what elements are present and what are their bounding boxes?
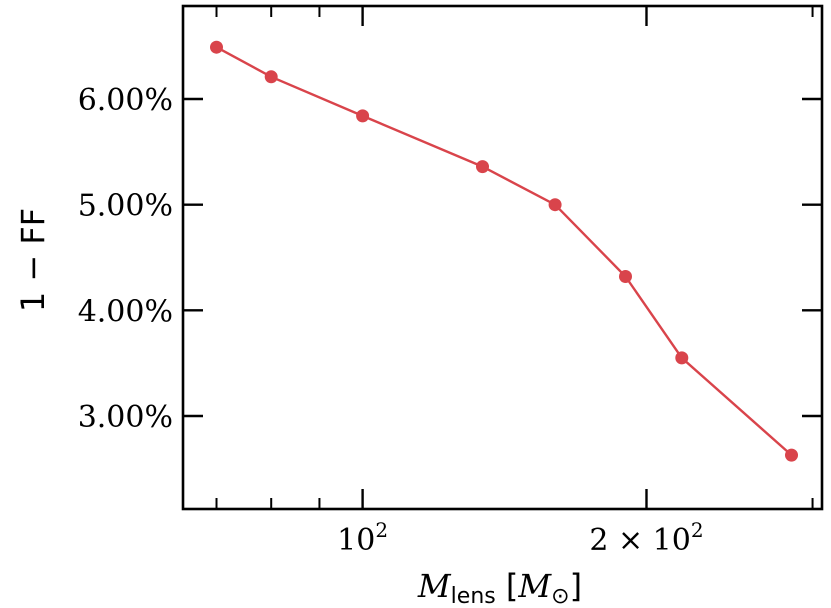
x-label-sub: lens [451, 584, 496, 608]
data-point [619, 270, 632, 283]
data-point [356, 109, 370, 123]
x-label-main: M [417, 567, 452, 605]
y-tick-label: 4.00% [78, 294, 173, 329]
x-axis-label: Mlens [M⊙] [417, 567, 582, 608]
y-tick-label: 6.00% [78, 83, 173, 118]
data-point [675, 351, 689, 365]
axis-ticks [183, 6, 822, 509]
x-tick-label: 102 [337, 518, 388, 558]
x-label-unit-sub: ⊙ [551, 584, 569, 608]
y-axis-label: 1 − FF [14, 208, 52, 312]
series-line [215, 46, 793, 456]
data-point [476, 160, 489, 174]
series-layer [210, 40, 798, 462]
plot-frame [181, 4, 824, 511]
data-point [548, 198, 562, 212]
data-point [210, 40, 223, 54]
data-point [785, 448, 798, 462]
tick-labels: 3.00% 4.00% 5.00% 6.00% 102 2 × 102 [78, 83, 704, 558]
y-tick-label: 5.00% [78, 189, 173, 224]
data-point [264, 70, 278, 84]
y-tick-label: 3.00% [78, 400, 173, 435]
x-tick-label: 2 × 102 [589, 518, 703, 558]
x-label-bracket-open: [ [506, 567, 518, 605]
x-label-unit: M [517, 567, 552, 605]
x-label-bracket-close: ] [570, 567, 582, 605]
